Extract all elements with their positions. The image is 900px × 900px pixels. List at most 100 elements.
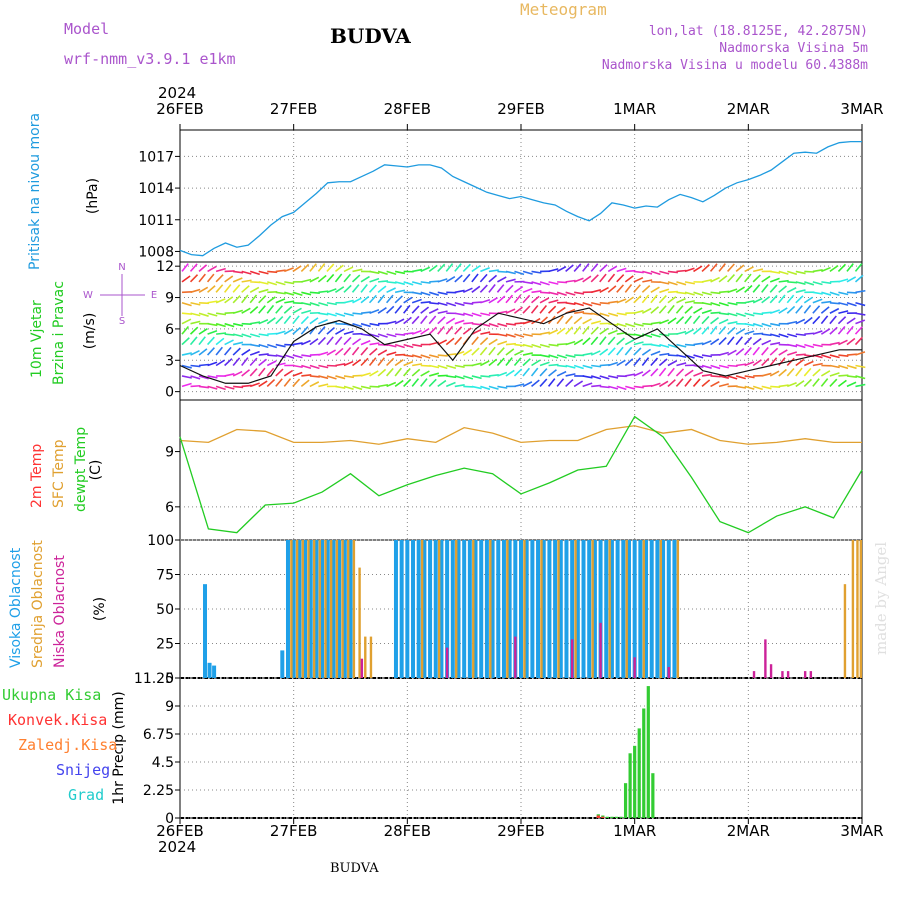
wind-barb — [292, 342, 303, 346]
wind-barb — [582, 318, 592, 325]
wind-barb — [522, 333, 533, 337]
mid-cloud-bar — [540, 540, 543, 678]
wind-barb — [693, 307, 703, 314]
wind-barb — [275, 315, 284, 325]
high-cloud-bar — [661, 540, 666, 678]
wind-barb — [650, 357, 659, 367]
wind-barb — [804, 343, 815, 349]
wind-barb — [718, 312, 730, 316]
wind-barb — [676, 291, 687, 295]
wind-barb — [539, 291, 551, 294]
wind-barb — [599, 286, 609, 294]
wind-barb — [573, 364, 584, 370]
mid-cloud-bar — [420, 540, 424, 678]
wind-barb — [838, 364, 849, 370]
wind-barb — [206, 347, 215, 356]
precip-total-bar — [646, 686, 650, 818]
wind-barb — [599, 363, 610, 367]
wind-barb — [650, 350, 661, 356]
wind-barb — [283, 328, 294, 335]
wind-barb — [778, 294, 786, 304]
wind-barb — [207, 375, 218, 379]
wind-barb — [266, 304, 275, 314]
wind-barb — [854, 336, 863, 346]
wind-barb — [437, 316, 446, 325]
wind-barb — [360, 322, 371, 328]
pressure-unit-label: (hPa) — [85, 178, 101, 214]
high-cloud-bar — [393, 540, 398, 678]
wind-barb — [369, 385, 380, 388]
wind-barb — [190, 301, 201, 306]
wind-barb — [821, 300, 832, 304]
wind-barb — [829, 291, 840, 296]
dewpt-side-label: dewpt Temp — [73, 426, 89, 512]
temp-unit-label: (C) — [88, 460, 104, 481]
wind-barb — [761, 275, 771, 283]
wind-barb — [590, 326, 599, 335]
wind-barb — [223, 283, 232, 293]
high-cloud-bar — [207, 662, 212, 678]
wind-barb — [471, 336, 479, 346]
wind-barb — [787, 343, 798, 348]
high-cloud-bar — [405, 540, 410, 678]
wind-barb — [693, 342, 704, 346]
wind-barb — [846, 375, 857, 378]
mid-cloud-bar — [557, 540, 560, 678]
wind-barb — [284, 267, 294, 273]
wind-barb — [411, 305, 420, 314]
wind-barb — [812, 362, 823, 367]
mid-cloud-side-label: Srednja Oblacnost — [30, 540, 46, 668]
wind-barb — [352, 374, 363, 377]
wind-barb — [804, 270, 815, 273]
wind-barb — [249, 306, 259, 314]
wind-barb — [403, 354, 414, 358]
wind-barb — [488, 338, 498, 346]
high-cloud-bar — [587, 540, 592, 678]
wind-barb — [394, 281, 406, 286]
mid-cloud-bar — [324, 540, 327, 678]
wind-barb — [522, 270, 533, 275]
high-cloud-bar — [462, 540, 467, 678]
wind-barb — [744, 312, 755, 317]
y-tick-label: 12 — [156, 259, 174, 275]
wind-barb — [642, 322, 653, 326]
precip-unit-label: 1hr Precip (mm) — [111, 691, 127, 804]
wind-barb — [267, 332, 278, 335]
wind-barb — [250, 343, 261, 348]
wind-barb — [343, 375, 354, 379]
wind-barb — [513, 357, 522, 367]
wind-side-label-1: 10m Vjetar — [29, 300, 45, 378]
wind-barb — [676, 281, 687, 286]
wind-barb — [573, 338, 584, 346]
precip-total-bar — [651, 773, 655, 818]
legend-snow: Snijeg — [56, 761, 110, 779]
wind-barb — [829, 307, 840, 314]
wind-barb — [343, 266, 354, 273]
wind-barb — [505, 308, 516, 314]
wind-barb — [377, 349, 388, 356]
wind-barb — [513, 306, 523, 314]
wind-barb — [633, 371, 644, 377]
wind-barb — [599, 348, 609, 356]
wind-barb — [659, 281, 670, 285]
wind-barb — [394, 318, 405, 325]
wind-barb — [752, 297, 763, 304]
wind-barb — [787, 270, 798, 276]
wind-barb — [386, 343, 397, 348]
wind-barb — [505, 342, 516, 346]
high-cloud-bar — [325, 540, 330, 678]
wind-barb — [318, 383, 329, 388]
wind-barb — [454, 274, 463, 283]
wind-barb — [454, 319, 465, 325]
wind-barb — [420, 364, 431, 367]
wind-barb — [497, 270, 508, 273]
wind-barb — [855, 319, 866, 325]
wind-barb — [428, 308, 439, 314]
wind-barb — [258, 295, 267, 304]
wind-barb — [292, 315, 300, 325]
wind-barb — [769, 370, 780, 377]
mid-cloud-bar — [347, 540, 350, 678]
wind-barb — [582, 352, 593, 356]
wind-barb — [667, 360, 678, 367]
